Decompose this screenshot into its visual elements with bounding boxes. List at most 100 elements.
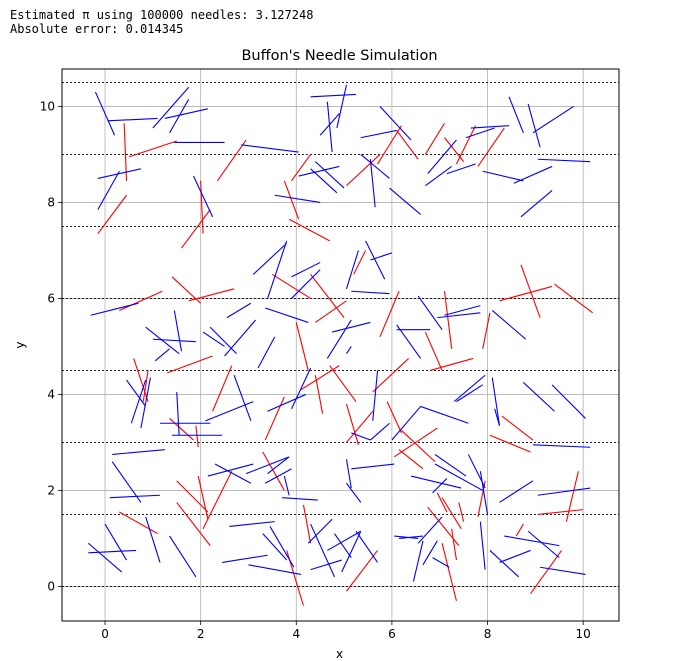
needle: [262, 533, 288, 561]
needle: [444, 305, 481, 316]
needle: [351, 290, 390, 295]
crossing-needle: [441, 543, 457, 601]
needle: [360, 154, 390, 179]
needle: [360, 129, 397, 139]
crossing-needle: [200, 180, 204, 234]
needle: [537, 487, 591, 496]
crossing-needle: [436, 492, 448, 513]
crossing-needle: [283, 180, 300, 220]
needle: [130, 379, 147, 424]
needle: [173, 310, 183, 352]
needle: [104, 523, 128, 561]
needle: [233, 375, 252, 422]
needle: [499, 480, 534, 503]
needle: [274, 194, 321, 203]
needle: [341, 531, 362, 573]
parallel-lines: [62, 82, 619, 587]
needle: [491, 310, 527, 340]
needle: [396, 324, 422, 359]
needle: [494, 408, 501, 426]
needle: [346, 482, 362, 503]
axis-ticks: 0 2 4 6 8 10 0 2 4 6 8 10: [40, 99, 591, 641]
needle: [88, 549, 137, 554]
needle: [482, 170, 524, 182]
x-tick: 8: [484, 621, 492, 641]
needle: [214, 463, 252, 484]
crossing-needle: [424, 122, 445, 155]
needle: [327, 530, 362, 551]
crossing-needle: [565, 471, 579, 522]
crossing-needle: [429, 357, 474, 371]
y-tick-label: 6: [47, 291, 55, 305]
crossing-needle: [169, 418, 194, 441]
crossing-needle: [142, 370, 149, 402]
needle: [532, 444, 591, 448]
needle: [532, 105, 574, 134]
crossing-needle: [530, 550, 563, 594]
needle: [465, 127, 495, 139]
y-tick: 6: [47, 291, 62, 305]
crossing-needle: [451, 528, 457, 561]
crossing-needle: [458, 502, 465, 522]
needle: [336, 84, 348, 129]
needle: [176, 392, 180, 436]
needle: [207, 463, 254, 477]
crossing-needle: [501, 415, 534, 441]
needle: [499, 549, 531, 563]
needle: [389, 187, 421, 215]
y-tick-label: 2: [47, 483, 55, 497]
needle: [192, 175, 214, 218]
needle: [283, 475, 290, 496]
needle: [527, 103, 541, 148]
needle: [112, 449, 165, 455]
needle: [111, 461, 142, 503]
crossing-needle: [441, 497, 462, 530]
needle: [346, 346, 352, 354]
crossing-needle: [329, 365, 357, 402]
x-axis-label: x: [336, 647, 343, 661]
needle: [399, 535, 424, 539]
crossing-needle: [537, 509, 584, 515]
crossing-needle: [346, 550, 378, 592]
needle: [520, 190, 553, 218]
needle: [446, 163, 476, 175]
needle: [355, 530, 379, 563]
x-tick-label: 4: [292, 627, 300, 641]
needles: [87, 84, 594, 606]
crossing-needle: [119, 290, 163, 311]
y-tick-label: 4: [47, 387, 55, 401]
x-tick-label: 2: [197, 627, 205, 641]
needle: [90, 302, 139, 316]
crossing-needle: [119, 511, 158, 535]
needle: [334, 533, 352, 558]
crossing-needle: [202, 470, 233, 530]
needle: [513, 165, 553, 184]
needle: [257, 336, 276, 369]
needle: [224, 319, 257, 357]
needle: [437, 312, 481, 319]
needle: [508, 96, 524, 134]
needle: [351, 432, 371, 441]
plot-frame: [61, 68, 620, 622]
needle: [291, 261, 321, 278]
x-tick-label: 8: [484, 627, 492, 641]
needle: [551, 384, 586, 419]
needle: [479, 471, 489, 515]
needle: [489, 550, 519, 578]
needle: [209, 326, 237, 355]
needle: [412, 540, 424, 582]
needle: [97, 168, 142, 179]
chart-title: Buffon's Needle Simulation: [241, 48, 437, 64]
x-tick: 10: [576, 621, 591, 641]
needle: [126, 379, 147, 407]
needle: [290, 367, 312, 410]
crossing-needle: [264, 396, 285, 441]
needle: [164, 108, 208, 119]
needle: [315, 161, 345, 189]
program-output: Estimated π using 100000 needles: 3.1272…: [10, 8, 313, 36]
needle: [326, 101, 333, 153]
crossing-needle: [181, 209, 211, 249]
needle: [267, 456, 290, 475]
crossing-needle: [346, 410, 374, 443]
crossing-needle: [176, 480, 209, 513]
